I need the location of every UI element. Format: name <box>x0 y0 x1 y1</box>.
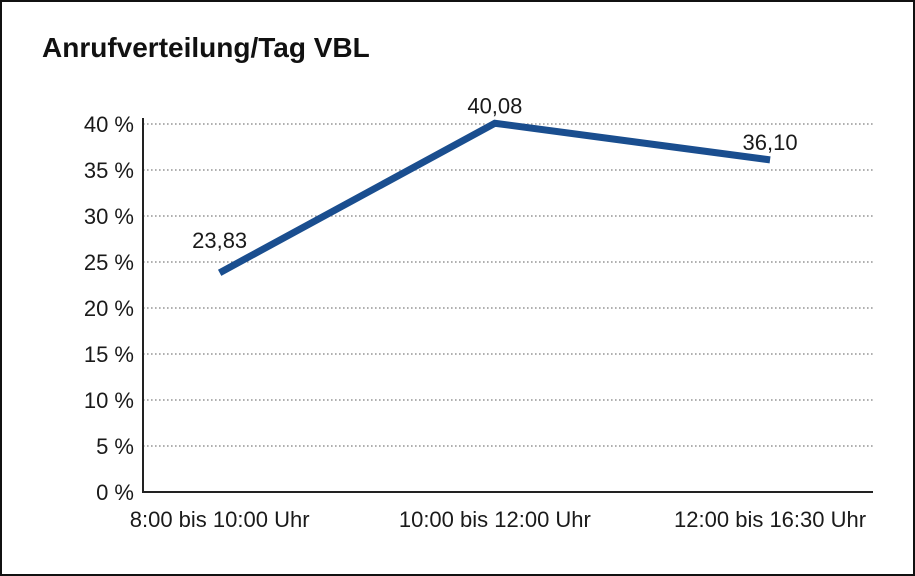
x-axis-label: 8:00 bis 10:00 Uhr <box>130 507 310 532</box>
x-axis-label: 12:00 bis 16:30 Uhr <box>674 507 866 532</box>
y-axis-label: 20 % <box>84 296 134 321</box>
chart-title: Anrufverteilung/Tag VBL <box>42 32 370 63</box>
data-point-label: 23,83 <box>192 228 247 253</box>
y-axis-label: 15 % <box>84 342 134 367</box>
y-axis-label: 0 % <box>96 480 134 505</box>
y-axis-label: 10 % <box>84 388 134 413</box>
y-axis-label: 35 % <box>84 158 134 183</box>
y-axis-label: 30 % <box>84 204 134 229</box>
data-series-line <box>217 119 771 276</box>
y-axis-label: 5 % <box>96 434 134 459</box>
data-point-label: 40,08 <box>467 93 522 118</box>
x-axis-label: 10:00 bis 12:00 Uhr <box>399 507 591 532</box>
data-point-label: 36,10 <box>743 130 798 155</box>
y-axis-label: 40 % <box>84 112 134 137</box>
y-axis-label: 25 % <box>84 250 134 275</box>
